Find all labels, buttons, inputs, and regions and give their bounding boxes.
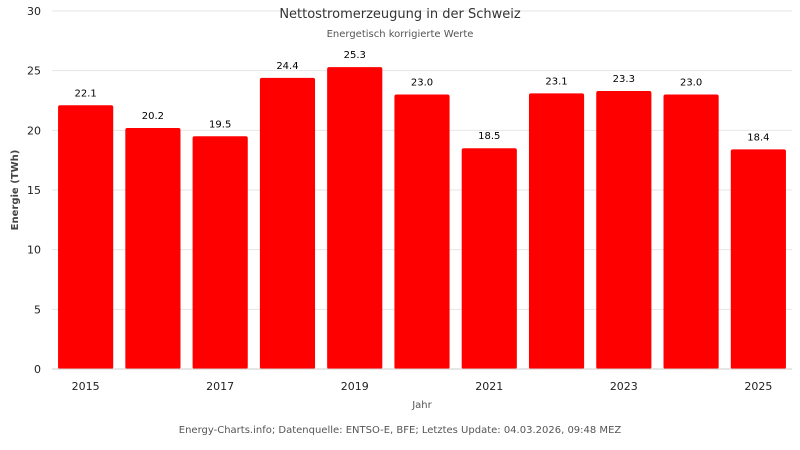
y-tick-label: 0 bbox=[34, 363, 41, 376]
bar-2019 bbox=[327, 67, 383, 369]
x-tick-label: 2021 bbox=[475, 380, 503, 393]
bar-2017 bbox=[192, 136, 248, 369]
bars bbox=[58, 67, 786, 370]
y-tick-label: 15 bbox=[27, 184, 41, 197]
x-tick-label: 2019 bbox=[341, 380, 369, 393]
y-tick-label: 25 bbox=[27, 65, 41, 78]
data-label-2020: 23.0 bbox=[411, 78, 433, 89]
chart-subtitle: Energetisch korrigierte Werte bbox=[327, 29, 474, 40]
bar-2016 bbox=[125, 127, 181, 370]
bar-2021 bbox=[461, 148, 517, 369]
bar-2015 bbox=[58, 105, 114, 370]
y-axis-ticks: 0 5 10 15 20 25 30 bbox=[27, 5, 41, 376]
bar-2023 bbox=[596, 90, 652, 369]
y-tick-label: 20 bbox=[27, 124, 41, 137]
data-label-2021: 18.5 bbox=[478, 131, 500, 142]
data-labels: 22.1 20.2 19.5 24.4 25.3 23.0 18.5 23.1 23.3 23.0… bbox=[75, 50, 770, 143]
x-tick-label: 2025 bbox=[744, 380, 772, 393]
x-axis-ticks: 2015 2017 2019 2021 2023 2025 bbox=[72, 380, 773, 393]
bar-2024 bbox=[663, 94, 719, 370]
y-tick-label: 10 bbox=[27, 244, 41, 257]
data-label-2019: 25.3 bbox=[344, 50, 366, 61]
x-axis-title: Jahr bbox=[411, 400, 432, 411]
bar-2018 bbox=[259, 77, 316, 370]
data-label-2018: 24.4 bbox=[276, 61, 298, 72]
bar-2025 bbox=[730, 149, 786, 369]
chart-title: Nettostromerzeugung in der Schweiz bbox=[279, 7, 521, 22]
data-label-2022: 23.1 bbox=[545, 76, 567, 87]
data-label-2023: 23.3 bbox=[613, 74, 635, 85]
data-label-2015: 22.1 bbox=[75, 88, 97, 99]
y-tick-label: 30 bbox=[27, 5, 41, 18]
data-label-2024: 23.0 bbox=[680, 78, 702, 89]
y-axis-title: Energie (TWh) bbox=[10, 150, 21, 231]
bar-2022 bbox=[528, 93, 585, 369]
bar-2020 bbox=[394, 94, 450, 370]
x-tick-label: 2023 bbox=[610, 380, 638, 393]
chart-credits: Energy-Charts.info; Datenquelle: ENTSO-E… bbox=[179, 425, 622, 436]
x-tick-label: 2017 bbox=[206, 380, 234, 393]
data-label-2016: 20.2 bbox=[142, 111, 164, 122]
data-label-2017: 19.5 bbox=[209, 119, 231, 130]
data-label-2025: 18.4 bbox=[747, 132, 769, 143]
y-tick-label: 5 bbox=[34, 303, 41, 316]
x-tick-label: 2015 bbox=[72, 380, 100, 393]
